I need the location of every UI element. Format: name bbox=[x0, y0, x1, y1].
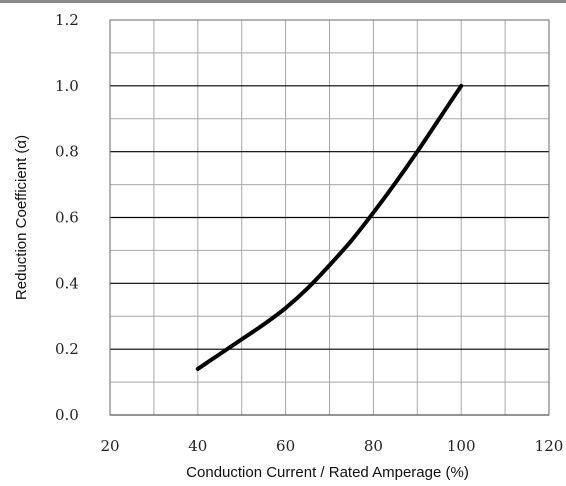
y-tick-labels: 0.0 0.2 0.4 0.6 0.8 1.0 1.2 bbox=[55, 11, 79, 424]
x-axis-title: Conduction Current / Rated Amperage (%) bbox=[186, 464, 469, 481]
x-tick-label: 100 bbox=[447, 437, 476, 455]
x-tick-label: 120 bbox=[535, 437, 564, 455]
series-layer bbox=[195, 83, 464, 371]
plot-frame bbox=[109, 19, 550, 416]
y-tick-label: 0.8 bbox=[55, 143, 79, 161]
y-tick-label: 0.6 bbox=[55, 209, 79, 227]
y-tick-label: 0.4 bbox=[55, 274, 79, 292]
x-tick-label: 60 bbox=[276, 437, 295, 455]
x-tick-labels: 20 40 60 80 100 120 bbox=[100, 437, 563, 455]
series-line-0 bbox=[195, 83, 464, 371]
y-tick-label: 0.2 bbox=[55, 340, 79, 358]
y-tick-label: 1.2 bbox=[55, 11, 79, 29]
y-tick-label: 0.0 bbox=[55, 406, 79, 424]
y-tick-label: 1.0 bbox=[55, 77, 79, 95]
x-tick-label: 40 bbox=[188, 437, 207, 455]
x-tick-label: 80 bbox=[364, 437, 383, 455]
x-tick-label: 20 bbox=[100, 437, 119, 455]
top-border bbox=[0, 0, 566, 3]
y-axis-title: Reduction Coefficient (α) bbox=[13, 135, 30, 300]
